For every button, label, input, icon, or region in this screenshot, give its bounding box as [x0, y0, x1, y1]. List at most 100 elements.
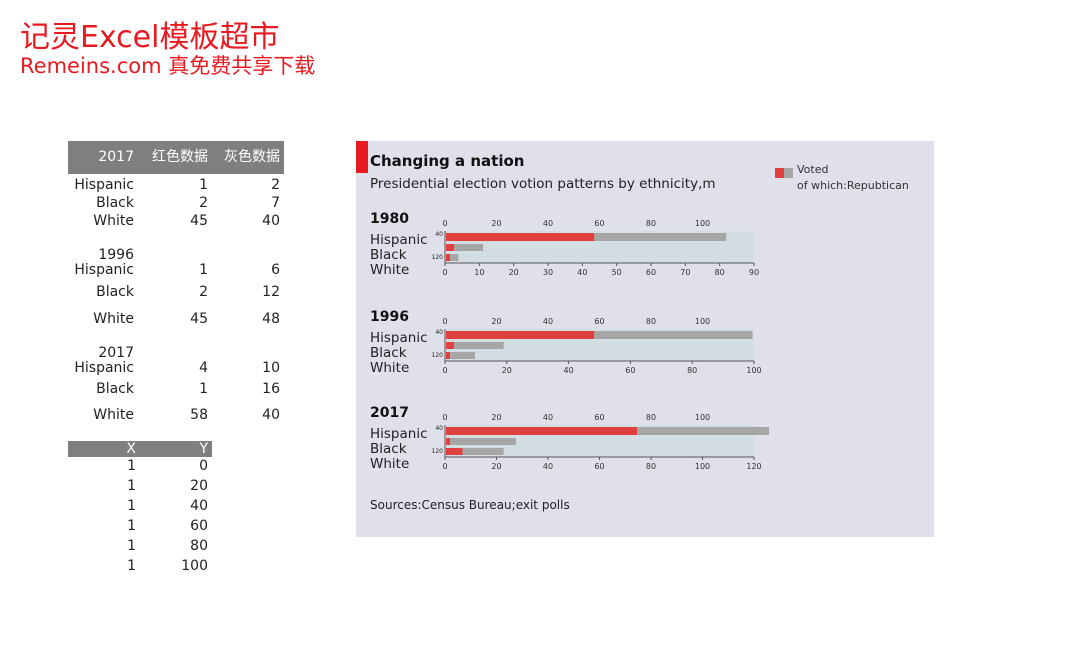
top-axis-tick-label: 60 [594, 317, 604, 326]
bar-voted [454, 342, 504, 349]
table-row-name: Hispanic [74, 360, 134, 376]
xy-cell-x: 1 [127, 558, 136, 574]
category-label: White [370, 360, 409, 376]
bar-republican [446, 233, 595, 241]
top-axis-tick-label: 0 [442, 413, 447, 422]
category-label: White [370, 262, 409, 278]
table-row-name: Black [96, 195, 134, 211]
table-cell-gray: 16 [262, 381, 280, 397]
top-axis-tick-label: 0 [442, 317, 447, 326]
bottom-axis-tick-label: 40 [577, 268, 587, 277]
bar-republican [446, 438, 451, 445]
top-axis-tick-label: 100 [695, 317, 710, 326]
xy-cell-y: 40 [190, 498, 208, 514]
table-header-gray: 灰色数据 [224, 149, 280, 165]
bottom-axis-tick-label: 0 [442, 268, 447, 277]
table-header-red: 红色数据 [152, 149, 208, 165]
chart-source: Sources:Census Bureau;exit polls [370, 498, 570, 512]
xy-cell-x: 1 [127, 538, 136, 554]
top-axis-tick-label: 60 [594, 413, 604, 422]
category-label: Hispanic [370, 330, 428, 346]
chart-year-title: 2017 [370, 405, 409, 421]
xy-cell-x: 1 [127, 518, 136, 534]
bar-republican [446, 244, 455, 251]
table-cell-gray: 40 [262, 407, 280, 423]
bar-voted [450, 438, 517, 445]
bar-voted [450, 352, 475, 359]
top-axis-tick-label: 20 [491, 219, 501, 228]
top-axis-tick-label: 80 [646, 413, 656, 422]
xy-cell-y: 20 [190, 478, 208, 494]
bottom-axis-tick-label: 120 [746, 462, 761, 471]
bottom-axis-tick-label: 0 [442, 366, 447, 375]
top-axis-tick-label: 100 [695, 413, 710, 422]
table-cell-red: 1 [199, 381, 208, 397]
category-label: Black [370, 345, 407, 361]
bottom-axis-tick-label: 60 [646, 268, 656, 277]
bottom-axis-tick-label: 40 [564, 366, 574, 375]
chart-panel: Changing a nation Presidential election … [356, 141, 934, 537]
bar-republican [446, 448, 463, 455]
table-row-name: Black [96, 381, 134, 397]
bar-voted [637, 427, 770, 435]
table-row-name: White [93, 407, 134, 423]
bar-republican [446, 427, 638, 435]
table-cell-red: 2 [199, 195, 208, 211]
bar-voted [594, 331, 753, 339]
bar-republican [446, 331, 595, 339]
table-group-label: 1996 [98, 247, 134, 263]
xy-cell-x: 1 [127, 498, 136, 514]
bottom-axis-tick-label: 50 [612, 268, 622, 277]
bar-voted [454, 244, 484, 251]
top-axis-tick-label: 40 [543, 317, 553, 326]
bottom-axis-tick-label: 60 [625, 366, 635, 375]
category-label: Black [370, 247, 407, 263]
top-axis-tick-label: 100 [695, 219, 710, 228]
bottom-axis-tick-label: 20 [491, 462, 501, 471]
y-tick-label: 40 [435, 329, 443, 336]
table-cell-gray: 40 [262, 213, 280, 229]
bottom-axis-tick-label: 0 [442, 462, 447, 471]
xy-cell-y: 80 [190, 538, 208, 554]
bottom-axis-tick-label: 60 [594, 462, 604, 471]
table-cell-red: 4 [199, 360, 208, 376]
top-axis-tick-label: 80 [646, 219, 656, 228]
chart-subtitle: Presidential election votion patterns by… [370, 176, 716, 192]
top-axis-tick-label: 40 [543, 413, 553, 422]
bottom-axis-tick-label: 100 [695, 462, 710, 471]
table-cell-gray: 7 [271, 195, 280, 211]
chart-year-title: 1996 [370, 309, 409, 325]
xy-cell-y: 0 [199, 458, 208, 474]
bottom-axis-tick-label: 40 [543, 462, 553, 471]
top-axis-tick-label: 60 [594, 219, 604, 228]
top-axis-tick-label: 40 [543, 219, 553, 228]
bottom-axis-tick-label: 10 [474, 268, 484, 277]
table-header-year: 2017 [98, 149, 134, 165]
xy-header-x: X [126, 441, 136, 457]
bottom-axis-tick-label: 80 [646, 462, 656, 471]
bottom-axis-tick-label: 20 [502, 366, 512, 375]
table-row-name: Hispanic [74, 262, 134, 278]
brand-title: 记灵Excel模板超市 [20, 20, 280, 55]
y-tick-label: 120 [432, 352, 444, 359]
table-cell-gray: 6 [271, 262, 280, 278]
bar-voted [462, 448, 504, 455]
xy-cell-x: 1 [127, 458, 136, 474]
brand-subtitle: Remeins.com 真免费共享下载 [20, 54, 316, 78]
y-tick-label: 40 [435, 425, 443, 432]
table-cell-red: 2 [199, 284, 208, 300]
title-accent-bar [356, 141, 368, 173]
table-cell-gray: 10 [262, 360, 280, 376]
table-cell-red: 1 [199, 177, 208, 193]
legend-swatch-republican [775, 168, 784, 178]
table-cell-gray: 48 [262, 311, 280, 327]
legend-label-voted: Voted [797, 163, 829, 176]
xy-header-y: Y [199, 441, 208, 457]
y-tick-label: 120 [432, 448, 444, 455]
table-group-label: 2017 [98, 345, 134, 361]
table-cell-red: 45 [190, 213, 208, 229]
bottom-axis-tick-label: 30 [543, 268, 553, 277]
table-cell-red: 1 [199, 262, 208, 278]
y-tick-label: 40 [435, 231, 443, 238]
